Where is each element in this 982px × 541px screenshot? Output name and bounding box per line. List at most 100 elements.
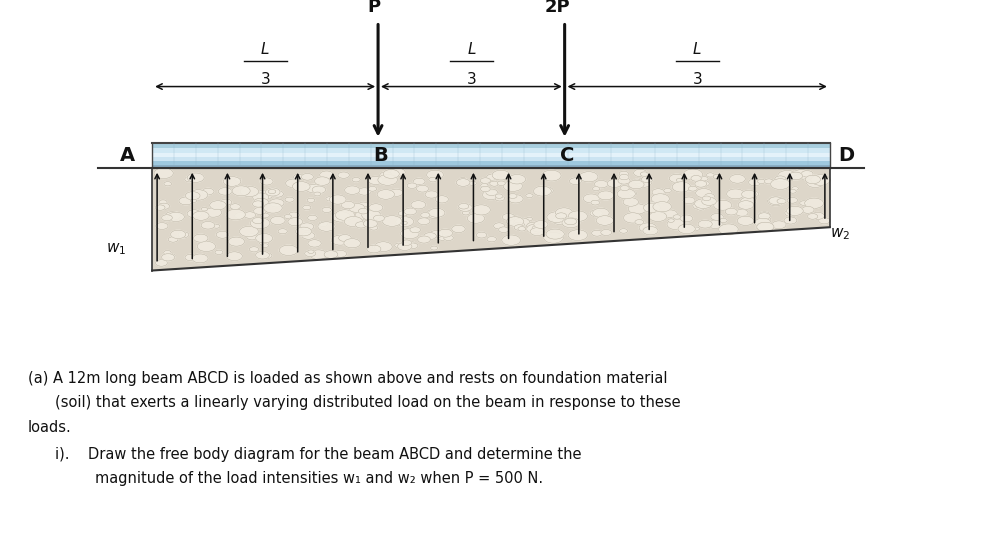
Circle shape xyxy=(727,189,744,199)
Circle shape xyxy=(159,200,167,204)
Circle shape xyxy=(324,250,338,258)
Circle shape xyxy=(682,197,695,204)
Bar xyxy=(152,160,830,161)
Circle shape xyxy=(740,197,756,206)
Circle shape xyxy=(307,250,314,253)
Circle shape xyxy=(178,232,189,237)
Circle shape xyxy=(785,209,798,216)
Circle shape xyxy=(402,240,411,246)
Circle shape xyxy=(738,201,754,209)
Circle shape xyxy=(332,212,351,222)
Bar xyxy=(152,154,830,155)
Circle shape xyxy=(792,207,804,214)
Circle shape xyxy=(526,217,532,221)
Circle shape xyxy=(507,216,522,225)
Circle shape xyxy=(171,230,186,239)
Bar xyxy=(152,149,830,150)
Circle shape xyxy=(768,196,784,206)
Circle shape xyxy=(541,170,561,181)
Circle shape xyxy=(570,178,581,184)
Circle shape xyxy=(399,211,409,216)
Circle shape xyxy=(216,232,229,238)
Circle shape xyxy=(168,254,175,258)
Circle shape xyxy=(279,245,298,255)
Circle shape xyxy=(513,222,525,229)
Circle shape xyxy=(617,189,635,199)
Circle shape xyxy=(819,217,830,224)
Circle shape xyxy=(503,181,522,192)
Circle shape xyxy=(286,179,301,188)
Circle shape xyxy=(534,221,548,228)
Circle shape xyxy=(749,192,759,197)
Circle shape xyxy=(319,222,328,227)
Bar xyxy=(152,144,830,146)
Circle shape xyxy=(787,206,803,215)
Circle shape xyxy=(672,182,690,192)
Circle shape xyxy=(154,168,173,179)
Circle shape xyxy=(457,179,470,186)
Circle shape xyxy=(807,214,818,219)
Circle shape xyxy=(737,216,754,226)
Circle shape xyxy=(260,178,273,185)
Bar xyxy=(152,154,830,155)
Circle shape xyxy=(482,190,500,200)
Circle shape xyxy=(358,208,368,214)
Circle shape xyxy=(193,234,208,242)
Circle shape xyxy=(788,197,797,203)
Circle shape xyxy=(344,239,360,248)
Circle shape xyxy=(647,202,658,208)
Circle shape xyxy=(369,204,383,212)
Circle shape xyxy=(186,192,200,200)
Circle shape xyxy=(312,186,326,194)
Circle shape xyxy=(497,181,506,186)
Circle shape xyxy=(252,201,264,207)
Circle shape xyxy=(688,173,695,177)
Circle shape xyxy=(805,175,821,184)
Circle shape xyxy=(444,235,454,241)
Bar xyxy=(152,159,830,160)
Circle shape xyxy=(409,227,420,233)
Circle shape xyxy=(318,222,335,231)
Bar xyxy=(152,145,830,146)
Circle shape xyxy=(390,189,403,196)
Circle shape xyxy=(322,207,332,213)
Circle shape xyxy=(518,227,525,231)
Circle shape xyxy=(754,218,771,227)
Circle shape xyxy=(480,178,491,183)
Circle shape xyxy=(380,172,393,179)
Circle shape xyxy=(736,209,748,216)
Circle shape xyxy=(252,217,263,223)
Circle shape xyxy=(429,177,437,182)
Circle shape xyxy=(601,229,612,235)
Circle shape xyxy=(430,246,438,250)
Circle shape xyxy=(799,201,808,205)
Bar xyxy=(152,143,830,144)
Circle shape xyxy=(792,169,810,179)
Circle shape xyxy=(633,169,647,176)
Circle shape xyxy=(408,243,418,248)
Circle shape xyxy=(339,235,352,241)
Circle shape xyxy=(329,195,346,204)
Circle shape xyxy=(255,234,273,243)
Circle shape xyxy=(553,216,568,225)
Circle shape xyxy=(253,207,266,214)
Circle shape xyxy=(165,212,181,220)
Circle shape xyxy=(639,223,656,233)
Circle shape xyxy=(221,199,232,205)
Circle shape xyxy=(490,181,499,186)
Circle shape xyxy=(508,195,523,203)
Circle shape xyxy=(437,234,448,240)
Circle shape xyxy=(495,194,503,199)
Bar xyxy=(152,147,830,148)
Circle shape xyxy=(301,174,313,180)
Bar xyxy=(152,163,830,164)
Circle shape xyxy=(308,240,321,247)
Circle shape xyxy=(758,216,771,223)
Circle shape xyxy=(378,175,398,185)
Circle shape xyxy=(265,188,280,196)
Circle shape xyxy=(620,174,629,180)
Circle shape xyxy=(179,197,193,205)
Circle shape xyxy=(191,196,197,200)
Bar xyxy=(152,156,830,157)
Circle shape xyxy=(244,212,255,219)
